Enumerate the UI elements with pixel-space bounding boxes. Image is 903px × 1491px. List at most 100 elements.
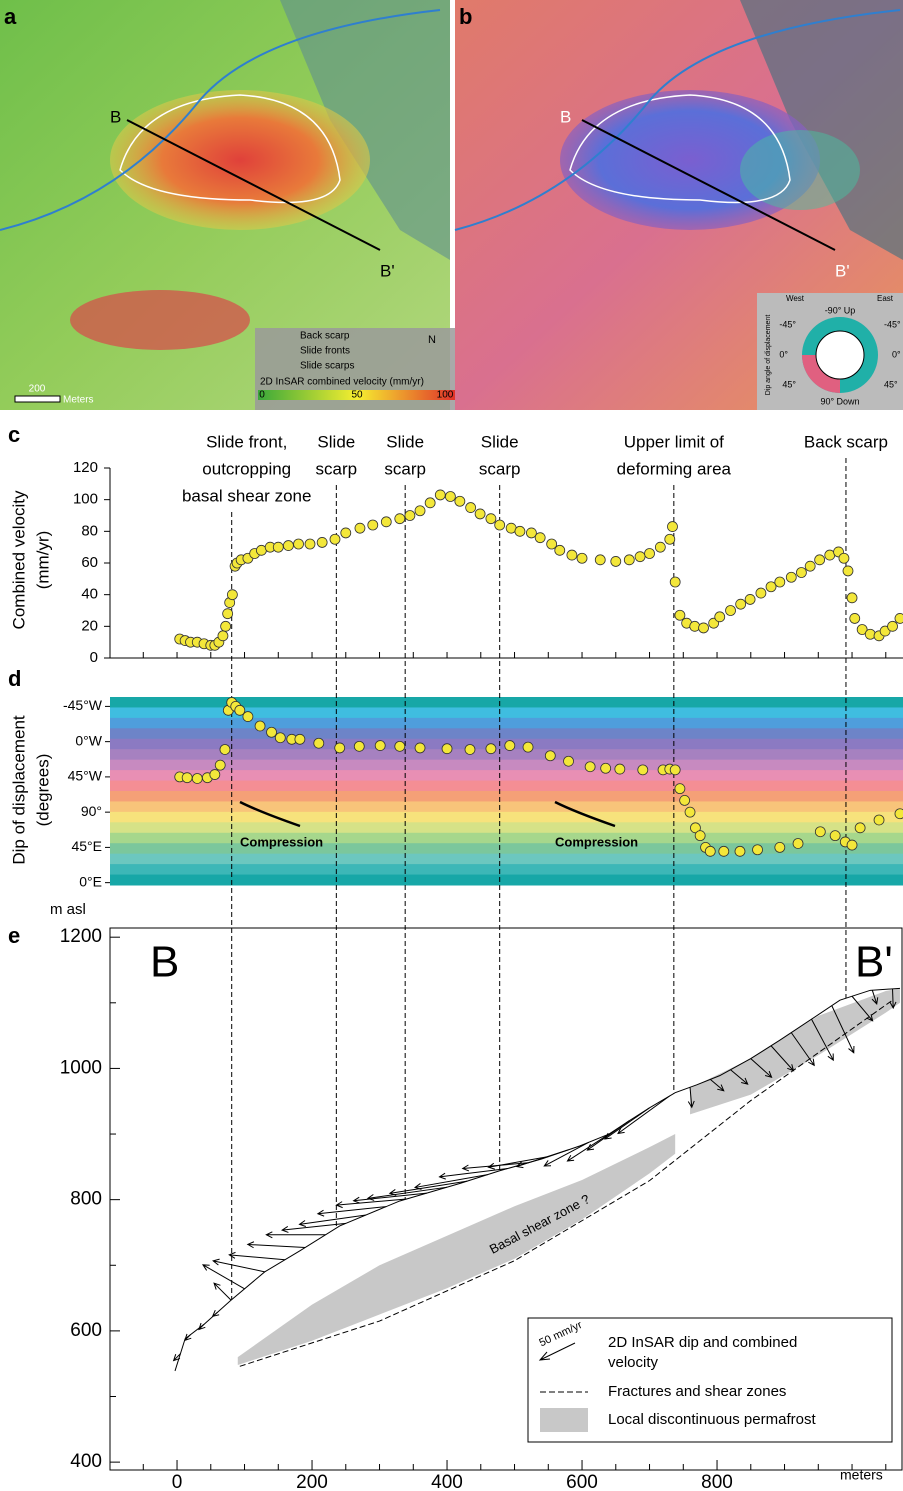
data-point (353, 740, 365, 752)
legend-text: Slide scarps (300, 361, 354, 372)
annotation: Slide front, (206, 432, 287, 451)
data-point (725, 605, 736, 616)
data-point (181, 772, 193, 784)
y-tick-label: 60 (81, 554, 98, 571)
displacement-vector (211, 1309, 220, 1318)
section-line (581, 119, 836, 251)
data-point (313, 737, 325, 749)
data-point (804, 560, 816, 572)
compass-label: East (877, 294, 894, 303)
data-point (774, 842, 786, 853)
data-point (744, 594, 756, 605)
data-point (796, 567, 807, 578)
data-point (394, 513, 406, 525)
data-point (846, 592, 858, 604)
displacement-vector (281, 1222, 346, 1233)
data-point (584, 761, 596, 773)
displacement-vector (298, 1214, 367, 1227)
data-point (445, 491, 456, 502)
annotation: basal shear zone (182, 486, 311, 505)
section-label: B' (835, 261, 850, 280)
annotation: Slide (481, 432, 519, 451)
scalebar (14, 395, 61, 403)
data-point (765, 581, 777, 593)
legend-text: Slide fronts (300, 346, 350, 357)
data-point (644, 548, 655, 559)
data-point (838, 552, 850, 564)
displacement-vector (730, 1069, 749, 1085)
dip-band (110, 697, 903, 708)
y-tick-label: 80 (81, 522, 98, 539)
data-point (684, 806, 696, 818)
data-point (465, 502, 477, 513)
back-scarp (569, 94, 791, 204)
data-point (718, 845, 730, 857)
panel-label: b (459, 4, 472, 29)
y-tick-label: 0 (90, 649, 98, 666)
panel-label: c (8, 422, 20, 447)
annotation: Slide (386, 432, 424, 451)
compass-label: West (786, 294, 805, 303)
displacement-vector (438, 1168, 508, 1180)
data-point (842, 565, 854, 577)
data-point (514, 525, 526, 537)
data-point (226, 589, 238, 601)
data-point (752, 844, 763, 856)
displacement-vector (352, 1192, 427, 1204)
section-label: B' (380, 261, 395, 280)
data-point (434, 489, 446, 501)
data-point (404, 510, 416, 521)
dip-band (110, 749, 903, 761)
annotation: Slide (317, 432, 355, 451)
x-tick-label: 0 (172, 1472, 183, 1491)
data-point (714, 611, 726, 623)
data-point (594, 554, 606, 566)
dip-band (110, 717, 903, 729)
displacement-vector (316, 1206, 387, 1217)
data-point (316, 537, 328, 548)
data-point (669, 764, 681, 776)
displacement-vector (515, 1149, 569, 1169)
y-tick-label: 40 (81, 586, 98, 603)
annotation: scarp (384, 459, 426, 478)
data-point (864, 628, 876, 640)
legend-box (527, 1317, 893, 1443)
data-point (894, 613, 903, 624)
displacement-vector (831, 1005, 855, 1054)
data-point (526, 527, 537, 539)
map-terrain (280, 0, 450, 260)
displacement-vector (213, 1282, 232, 1301)
dip-band (110, 791, 903, 802)
map-terrain (740, 0, 903, 260)
displacement-vector (413, 1174, 488, 1190)
compass-label: -45° (884, 319, 901, 329)
data-point (474, 508, 486, 520)
y-tick-label: 20 (81, 617, 98, 634)
compression-arrow (554, 800, 616, 828)
section-label: B (150, 938, 179, 987)
data-point (792, 838, 804, 849)
displacement-vector (709, 1079, 725, 1092)
data-point (664, 533, 676, 545)
section-label: B (110, 107, 121, 126)
data-point (566, 549, 578, 561)
data-point (367, 519, 379, 531)
compass-label: 0° (892, 349, 901, 359)
data-point (234, 704, 246, 716)
data-point (689, 620, 701, 632)
data-point (894, 808, 903, 820)
y-tick-label: 1000 (60, 1057, 102, 1078)
data-point (219, 744, 231, 755)
data-point (380, 516, 392, 528)
displacement-vector (687, 1087, 695, 1109)
data-point (634, 551, 646, 563)
data-point (600, 762, 612, 774)
compass-label: -90° Up (825, 305, 856, 315)
data-point (329, 533, 341, 545)
dip-band (110, 801, 903, 813)
data-point (274, 732, 286, 744)
displacement-vector (246, 1241, 306, 1249)
annotation: Upper limit of (624, 432, 724, 451)
river (454, 9, 901, 231)
